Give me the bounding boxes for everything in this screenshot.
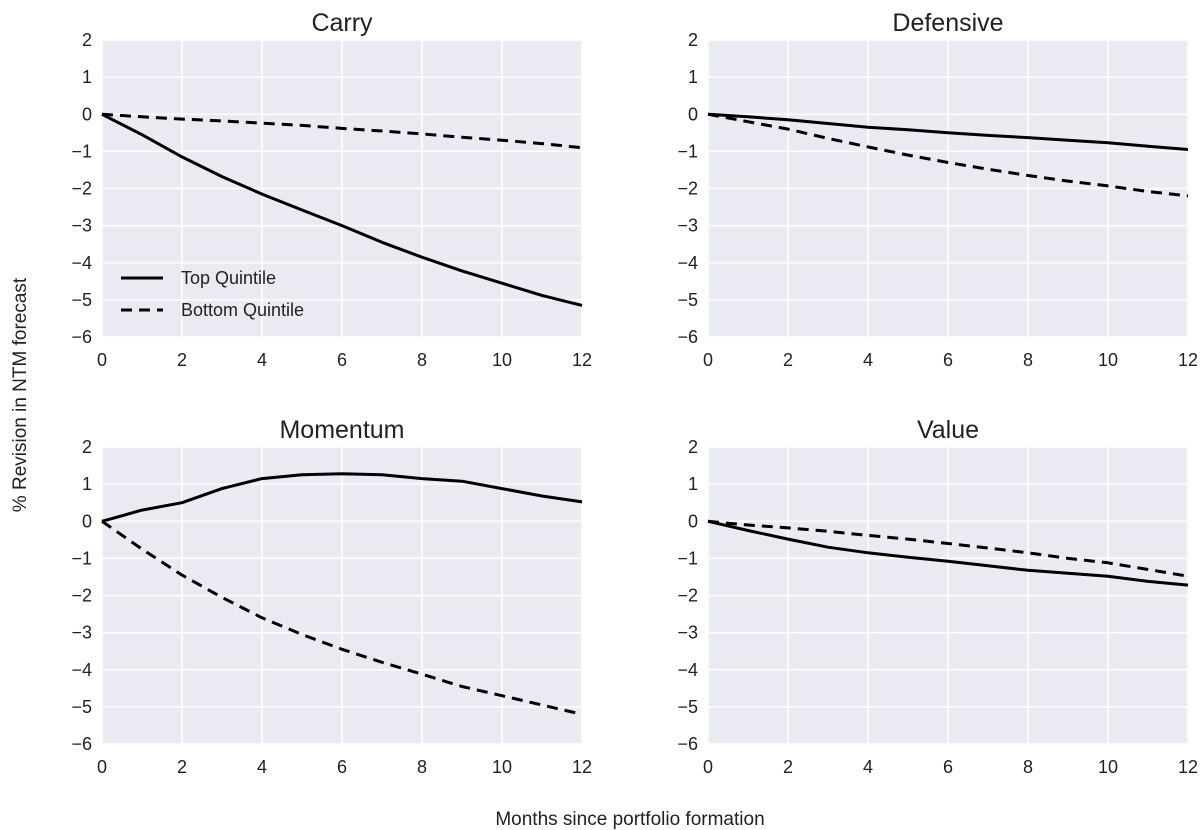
y-tick-label: −6 (71, 734, 92, 754)
x-tick-label: 0 (703, 757, 713, 777)
y-tick-label: 0 (82, 104, 92, 124)
x-tick-label: 6 (943, 757, 953, 777)
y-tick-label: −1 (677, 141, 698, 161)
panel-title: Momentum (279, 416, 404, 444)
x-tick-label: 12 (1178, 350, 1198, 370)
x-tick-label: 8 (417, 350, 427, 370)
panel-title: Carry (311, 9, 373, 37)
x-tick-label: 2 (177, 350, 187, 370)
y-tick-label: −2 (71, 179, 92, 199)
x-tick-label: 0 (97, 350, 107, 370)
y-tick-label: −2 (71, 586, 92, 606)
legend-label: Top Quintile (181, 268, 276, 288)
x-tick-label: 6 (337, 350, 347, 370)
y-tick-label: −1 (71, 141, 92, 161)
x-tick-label: 8 (1023, 350, 1033, 370)
y-tick-label: −5 (677, 697, 698, 717)
y-tick-label: −1 (677, 548, 698, 568)
y-tick-label: 2 (688, 30, 698, 50)
x-tick-label: 4 (863, 757, 873, 777)
series-line-bottom-quintile (101, 520, 583, 716)
x-tick-label: 8 (1023, 757, 1033, 777)
x-axis-label: Months since portfolio formation (495, 809, 764, 830)
x-tick-label: 10 (492, 757, 512, 777)
y-tick-label: −3 (677, 623, 698, 643)
x-tick-label: 0 (703, 350, 713, 370)
y-tick-label: 2 (82, 437, 92, 457)
series-line-top-quintile (707, 519, 1189, 587)
y-tick-label: −5 (677, 290, 698, 310)
y-tick-label: 2 (82, 30, 92, 50)
y-tick-label: 2 (688, 437, 698, 457)
y-tick-label: −3 (71, 216, 92, 236)
y-tick-label: 1 (688, 67, 698, 87)
y-tick-label: 0 (688, 104, 698, 124)
x-tick-label: 12 (572, 757, 592, 777)
panel-title: Defensive (892, 9, 1003, 37)
x-tick-label: 4 (863, 350, 873, 370)
x-tick-label: 8 (417, 757, 427, 777)
y-axis-label: % Revision in NTM forecast (10, 277, 31, 512)
series-line-top-quintile (101, 112, 583, 307)
y-tick-label: −4 (677, 660, 698, 680)
y-tick-label: −6 (677, 734, 698, 754)
x-tick-label: 0 (97, 757, 107, 777)
x-tick-label: 4 (257, 757, 267, 777)
x-tick-label: 10 (1098, 757, 1118, 777)
x-tick-label: 10 (492, 350, 512, 370)
series-line-bottom-quintile (707, 112, 1189, 198)
series-line-bottom-quintile (707, 519, 1189, 578)
y-tick-label: −5 (71, 697, 92, 717)
y-tick-label: −3 (677, 216, 698, 236)
y-tick-label: 1 (82, 67, 92, 87)
y-tick-label: −5 (71, 290, 92, 310)
x-tick-label: 6 (337, 757, 347, 777)
y-tick-label: 1 (82, 474, 92, 494)
y-tick-label: −3 (71, 623, 92, 643)
x-tick-label: 6 (943, 350, 953, 370)
y-tick-label: −2 (677, 586, 698, 606)
y-tick-label: 1 (688, 474, 698, 494)
y-tick-label: −4 (677, 253, 698, 273)
y-tick-label: −2 (677, 179, 698, 199)
y-tick-label: −6 (71, 327, 92, 347)
x-tick-label: 10 (1098, 350, 1118, 370)
x-tick-label: 2 (177, 757, 187, 777)
x-tick-label: 12 (1178, 757, 1198, 777)
series-line-top-quintile (707, 112, 1189, 151)
y-tick-label: 0 (82, 511, 92, 531)
y-tick-label: −1 (71, 548, 92, 568)
x-tick-label: 12 (572, 350, 592, 370)
legend-label: Bottom Quintile (181, 300, 304, 320)
legend: Top Quintile Bottom Quintile (121, 268, 304, 320)
series-line-bottom-quintile (101, 112, 583, 150)
y-tick-label: −4 (71, 660, 92, 680)
panel-title: Value (917, 416, 979, 444)
x-tick-label: 4 (257, 350, 267, 370)
x-tick-label: 2 (783, 757, 793, 777)
y-tick-label: −4 (71, 253, 92, 273)
series-line-top-quintile (101, 472, 583, 523)
x-tick-label: 2 (783, 350, 793, 370)
y-tick-label: 0 (688, 511, 698, 531)
y-tick-label: −6 (677, 327, 698, 347)
